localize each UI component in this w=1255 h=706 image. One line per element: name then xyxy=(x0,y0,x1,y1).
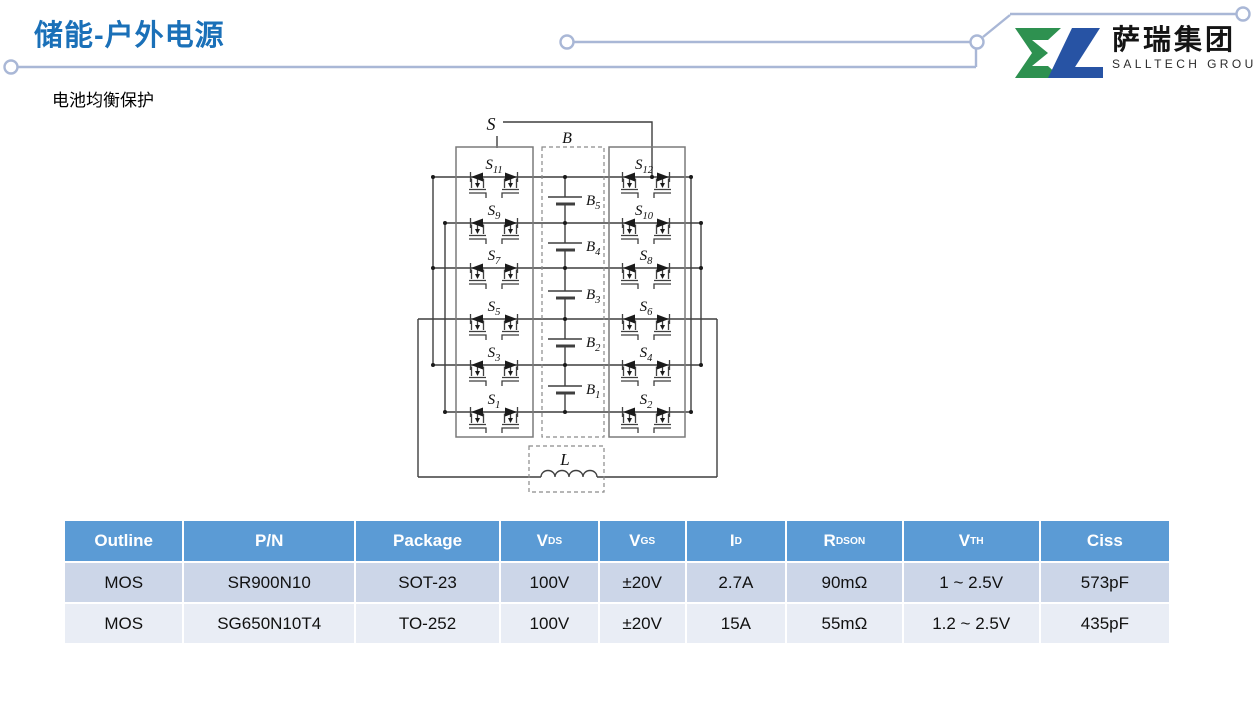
battery-labels: B5 B4 B3 B2 B1 xyxy=(586,193,601,401)
column-header: Outline xyxy=(65,521,183,561)
column-header: V TH xyxy=(903,521,1039,561)
svg-text:S7: S7 xyxy=(488,248,502,267)
battery-minus-plates xyxy=(556,202,575,395)
column-header: V GS xyxy=(599,521,685,561)
svg-text:S11: S11 xyxy=(485,157,502,176)
table-cell: ±20V xyxy=(599,563,685,602)
inductor-label: L xyxy=(559,450,569,469)
salltech-logo-icon xyxy=(1015,28,1103,78)
decor-dot-left xyxy=(3,59,19,75)
svg-text:S3: S3 xyxy=(488,345,501,364)
decor-lines xyxy=(3,6,1251,75)
column-header: P/N xyxy=(184,521,355,561)
column-header: R DSON xyxy=(787,521,902,561)
table-cell: 100V xyxy=(501,604,598,643)
table-cell: SOT-23 xyxy=(356,563,500,602)
junction-dots xyxy=(431,175,703,414)
svg-text:S9: S9 xyxy=(488,203,502,222)
table-cell: 2.7A xyxy=(686,563,786,602)
table-cell: 90mΩ xyxy=(787,563,902,602)
right-switch-box xyxy=(608,146,686,438)
stack-label-b: B xyxy=(562,130,572,147)
column-header: Ciss xyxy=(1040,521,1169,561)
table-cell: 1 ~ 2.5V xyxy=(903,563,1039,602)
table-cell: ±20V xyxy=(599,604,685,643)
table-cell: SG650N10T4 xyxy=(184,604,355,643)
table-cell: 15A xyxy=(686,604,786,643)
column-header: V DS xyxy=(501,521,598,561)
inductor-box xyxy=(528,445,605,493)
battery-stack-box xyxy=(541,146,605,438)
left-switch-box xyxy=(455,146,534,438)
table-cell: MOS xyxy=(65,563,183,602)
table-cell: TO-252 xyxy=(356,604,500,643)
subtitle: 电池均衡保护 xyxy=(52,91,154,110)
decor-dot-right xyxy=(969,34,985,50)
table-cell: 100V xyxy=(501,563,598,602)
logo-company-name: 萨瑞集团 xyxy=(1112,24,1237,55)
svg-text:S1: S1 xyxy=(488,392,501,411)
logo: 萨瑞集团 SALLTECH GROUP xyxy=(1012,24,1255,79)
page-title: 储能-户外电源 xyxy=(34,20,225,52)
svg-text:S5: S5 xyxy=(488,299,501,318)
table-cell: 1.2 ~ 2.5V xyxy=(903,604,1039,643)
column-header: Package xyxy=(356,521,500,561)
svg-text:B1: B1 xyxy=(586,382,600,401)
svg-text:B5: B5 xyxy=(586,193,600,212)
bus-label-s: S xyxy=(487,114,496,134)
decor-dot-mid xyxy=(559,34,575,50)
circuit-diagram: S B L S11 S9 S7 S5 S3 S1 S12 S10 S8 S6 S… xyxy=(417,114,718,493)
svg-text:S8: S8 xyxy=(640,248,654,267)
table-cell: 573pF xyxy=(1040,563,1169,602)
svg-text:S10: S10 xyxy=(635,203,654,222)
svg-text:S4: S4 xyxy=(640,345,654,364)
right-switch-labels: S12 S10 S8 S6 S4 S2 xyxy=(635,157,654,411)
table-cell: 435pF xyxy=(1040,604,1169,643)
svg-text:B2: B2 xyxy=(586,335,601,354)
svg-text:B3: B3 xyxy=(586,287,600,306)
logo-company-name-en: SALLTECH GROUP xyxy=(1112,57,1255,72)
svg-text:S2: S2 xyxy=(640,392,654,411)
left-switch-labels: S11 S9 S7 S5 S3 S1 xyxy=(485,157,502,411)
table-cell: MOS xyxy=(65,604,183,643)
svg-text:B4: B4 xyxy=(586,239,601,258)
svg-text:S12: S12 xyxy=(635,157,654,176)
svg-text:S6: S6 xyxy=(640,299,654,318)
decor-dot-topright xyxy=(1235,6,1251,22)
table-cell: 55mΩ xyxy=(787,604,902,643)
table-cell: SR900N10 xyxy=(184,563,355,602)
